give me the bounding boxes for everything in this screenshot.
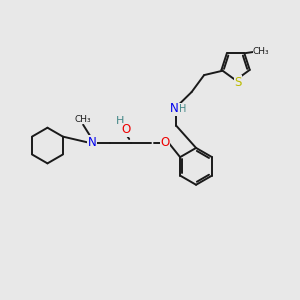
Text: CH₃: CH₃ <box>75 115 92 124</box>
Text: N: N <box>88 136 96 149</box>
Text: CH₃: CH₃ <box>253 47 270 56</box>
Text: O: O <box>160 136 170 149</box>
Text: O: O <box>121 123 130 136</box>
Text: S: S <box>234 76 242 89</box>
Text: H: H <box>116 116 124 126</box>
Text: N: N <box>170 103 179 116</box>
Text: H: H <box>179 104 186 114</box>
